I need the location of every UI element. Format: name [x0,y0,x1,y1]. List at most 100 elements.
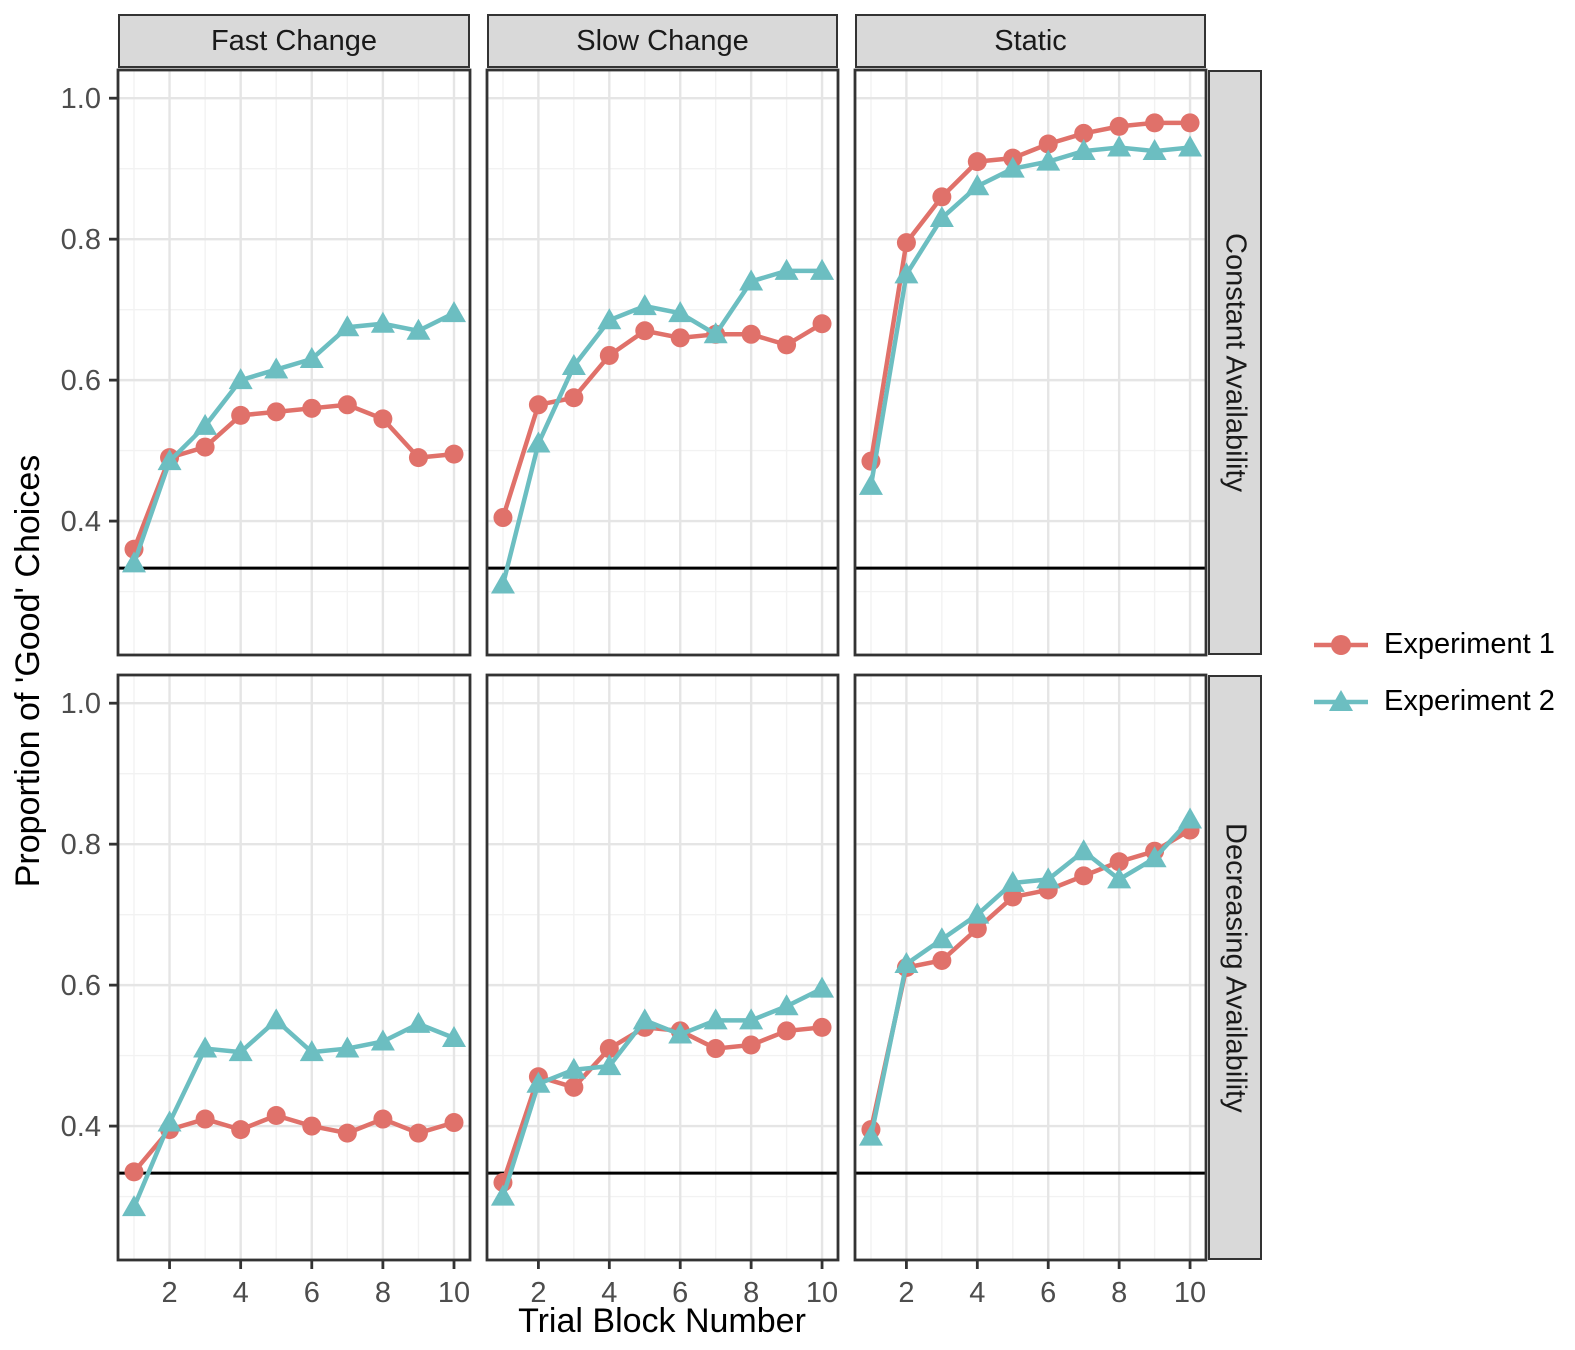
data-point-circle [1180,113,1200,133]
data-point-triangle [703,322,728,344]
data-point-triangle [739,1008,764,1030]
data-point-circle [231,405,251,425]
panel-background [487,70,838,655]
x-tick-label: 10 [806,1277,838,1309]
x-axis-title: Trial Block Number [518,1302,806,1340]
data-point-triangle [406,318,431,340]
x-tick-label: 4 [601,1277,617,1309]
data-point-circle [564,388,584,408]
x-tick-label: 2 [161,1277,177,1309]
legend-label: Experiment 2 [1384,685,1555,717]
series-line-experiment-1 [132,1113,455,1174]
data-point-triangle [703,1008,728,1030]
series-line-experiment-2 [868,817,1192,1138]
x-tick-label: 2 [898,1277,914,1309]
data-point-triangle [632,1008,657,1030]
data-point-triangle [406,1011,431,1033]
data-point-triangle [1036,149,1061,171]
data-point-triangle [774,258,799,280]
data-point-circle [1003,887,1023,907]
data-point-circle [741,324,761,344]
facet-strip-label: Constant Availability [1219,232,1252,492]
facet-strip-label: Fast Change [210,24,378,57]
data-point-circle [635,321,655,341]
data-point-triangle [335,1036,360,1058]
data-point-circle [266,1106,286,1126]
data-point-triangle [597,1054,622,1076]
data-point-triangle [1107,135,1132,157]
facet-strip-constant-availability: Constant Availability [1208,70,1262,655]
data-point-circle [1074,866,1094,886]
data-point-triangle [894,951,919,973]
legend-label: Experiment 1 [1384,628,1555,660]
panel-border [485,673,840,1262]
data-point-triangle [774,994,799,1016]
data-point-circle [967,152,987,172]
x-tick-label: 6 [672,1277,688,1309]
data-point-triangle [810,258,835,280]
data-point-circle [528,395,548,415]
data-point-triangle [264,357,289,379]
data-point-circle [741,1035,761,1055]
data-point-circle [408,448,428,468]
data-point-circle [373,409,393,429]
data-point-circle [337,1123,357,1143]
y-tick-label: 0.4 [61,1111,101,1143]
data-point-circle [195,1109,215,1129]
data-point-triangle [1071,139,1096,161]
data-point-circle [812,1017,832,1037]
data-point-triangle [526,1071,551,1093]
x-tick-label: 4 [969,1277,985,1309]
x-tick-label: 6 [1040,1277,1056,1309]
x-tick-label: 8 [375,1277,391,1309]
data-point-circle [1038,134,1058,154]
data-point-circle [777,1021,797,1041]
legend-item-experiment-1: Experiment 1 [1312,628,1555,661]
data-point-triangle [442,301,466,323]
series-line-experiment-2 [868,145,1191,487]
data-point-circle [302,1116,322,1136]
y-tick-label: 1.0 [61,83,101,115]
data-point-circle [444,1113,464,1133]
data-point-circle [706,1039,726,1059]
data-point-circle [812,314,832,334]
legend-key-triangle-icon [1314,689,1368,711]
data-point-circle [599,345,619,365]
data-point-triangle [335,315,360,337]
data-point-triangle [228,1040,253,1062]
series-line-experiment-2 [131,311,455,565]
data-point-triangle [858,1124,883,1146]
data-point-triangle [1178,135,1203,157]
panel-background [855,70,1206,655]
legend-item-experiment-2: Experiment 2 [1312,685,1555,718]
data-point-triangle [965,902,990,924]
x-tick-label: 10 [1174,1277,1206,1309]
legend-key-circle-icon [1314,634,1368,655]
data-point-circle [1074,123,1094,143]
data-point-triangle [1071,839,1096,861]
data-point-triangle [965,174,990,196]
data-point-triangle [668,1022,693,1044]
facet-strip-label: Static [994,24,1067,57]
data-point-triangle [122,551,146,573]
data-point-circle [444,444,464,464]
data-point-triangle [632,294,657,316]
data-point-triangle [929,206,954,228]
series-line-experiment-2 [500,268,823,586]
data-point-triangle [490,1184,515,1206]
data-point-triangle [1000,156,1025,178]
x-tick-label: 4 [233,1277,249,1309]
x-tick-label: 10 [438,1277,470,1309]
data-point-triangle [1036,867,1061,889]
y-tick-label: 0.8 [61,224,101,256]
data-point-triangle [858,473,883,495]
data-point-triangle [739,269,764,291]
data-point-triangle [1000,870,1025,892]
panel-background [487,675,838,1260]
facet-strip-decreasing-availability: Decreasing Availability [1208,675,1262,1260]
data-point-circle [266,402,286,422]
x-tick-label: 8 [1111,1277,1127,1309]
data-point-circle [1109,852,1129,872]
panel-border [853,673,1208,1262]
facet-strip-fast-change: Fast Change [118,14,470,68]
